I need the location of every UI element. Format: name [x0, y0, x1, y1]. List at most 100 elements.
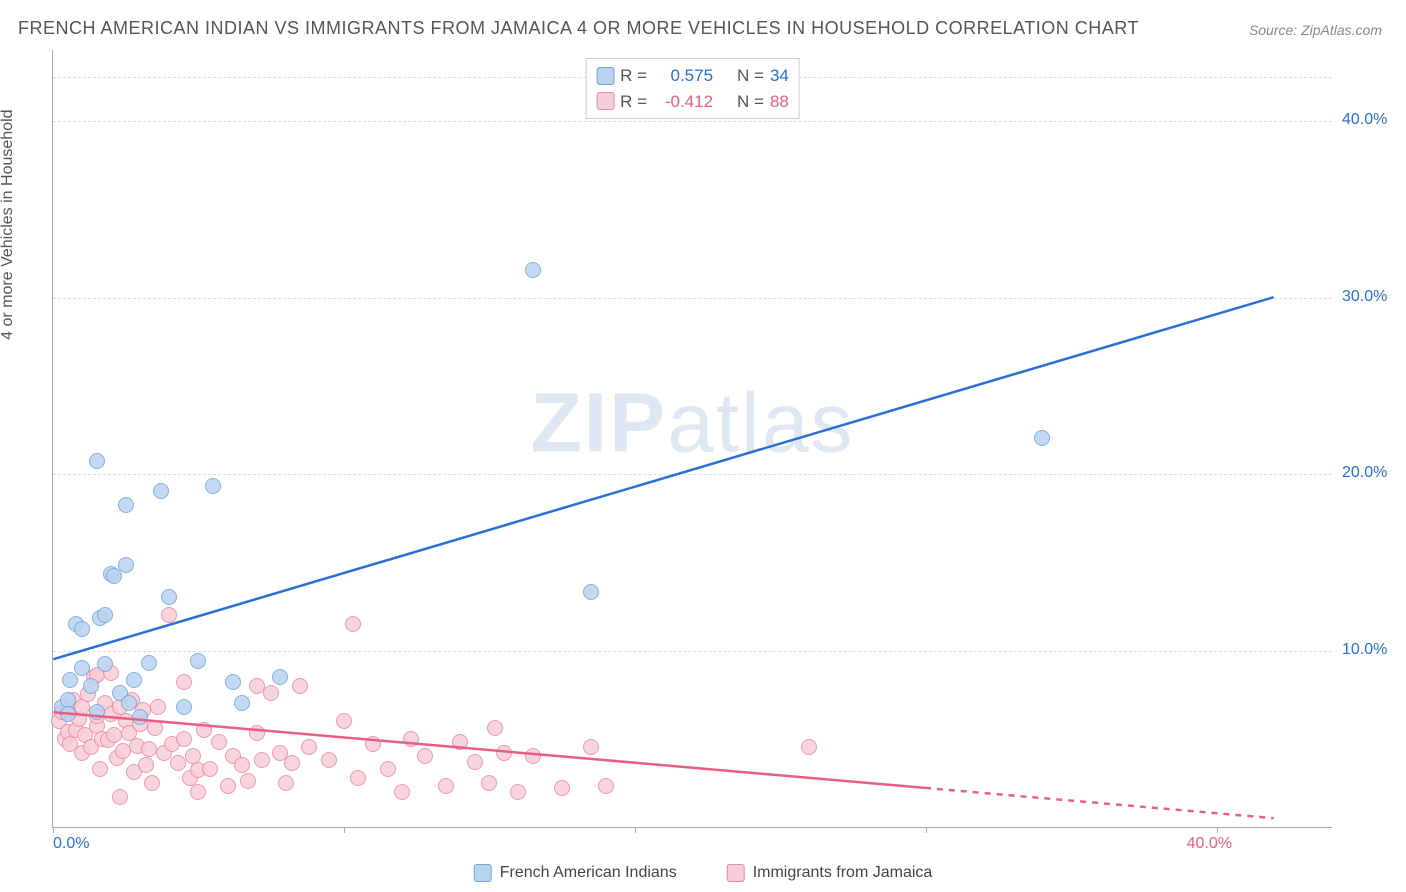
x-tick-mark	[1217, 827, 1218, 833]
scatter-point	[234, 695, 250, 711]
n-value: 34	[770, 63, 789, 89]
scatter-point	[176, 699, 192, 715]
x-tick-label: 0.0%	[53, 835, 89, 853]
scatter-point	[801, 739, 817, 755]
scatter-point	[583, 584, 599, 600]
legend-stats-row: R =-0.412 N =88	[596, 89, 789, 115]
scatter-point	[97, 607, 113, 623]
watermark-rest: atlas	[667, 375, 854, 469]
scatter-point	[74, 660, 90, 676]
x-tick-label: 40.0%	[1187, 835, 1232, 853]
n-label: N =	[737, 63, 764, 89]
scatter-point	[554, 780, 570, 796]
scatter-point	[525, 262, 541, 278]
scatter-point	[583, 739, 599, 755]
scatter-point	[112, 789, 128, 805]
legend-label: Immigrants from Jamaica	[753, 864, 933, 882]
legend-swatch	[596, 67, 614, 85]
scatter-point	[525, 748, 541, 764]
scatter-point	[345, 616, 361, 632]
scatter-point	[301, 739, 317, 755]
y-tick-label: 20.0%	[1342, 464, 1402, 482]
scatter-point	[176, 731, 192, 747]
scatter-point	[438, 778, 454, 794]
scatter-point	[83, 678, 99, 694]
scatter-point	[153, 483, 169, 499]
r-label: R =	[620, 63, 647, 89]
scatter-point	[97, 656, 113, 672]
scatter-point	[144, 775, 160, 791]
scatter-point	[202, 761, 218, 777]
scatter-point	[278, 775, 294, 791]
y-axis-label: 4 or more Vehicles in Household	[0, 109, 17, 339]
scatter-point	[89, 704, 105, 720]
r-value: -0.412	[653, 89, 713, 115]
scatter-point	[225, 674, 241, 690]
scatter-point	[467, 754, 483, 770]
scatter-point	[118, 557, 134, 573]
scatter-point	[380, 761, 396, 777]
y-tick-label: 10.0%	[1342, 641, 1402, 659]
scatter-point	[132, 709, 148, 725]
scatter-point	[196, 722, 212, 738]
scatter-point	[510, 784, 526, 800]
scatter-point	[161, 607, 177, 623]
watermark: ZIPatlas	[530, 374, 854, 471]
legend-stats-row: R =0.575 N =34	[596, 63, 789, 89]
scatter-point	[481, 775, 497, 791]
scatter-point	[272, 669, 288, 685]
scatter-point	[106, 727, 122, 743]
x-tick-mark	[344, 827, 345, 833]
scatter-point	[190, 653, 206, 669]
scatter-point	[126, 672, 142, 688]
x-tick-mark	[926, 827, 927, 833]
scatter-point	[284, 755, 300, 771]
scatter-point	[365, 736, 381, 752]
scatter-point	[138, 757, 154, 773]
n-label: N =	[737, 89, 764, 115]
scatter-point	[176, 674, 192, 690]
scatter-point	[234, 757, 250, 773]
scatter-point	[121, 695, 137, 711]
scatter-point	[161, 589, 177, 605]
scatter-point	[263, 685, 279, 701]
n-value: 88	[770, 89, 789, 115]
bottom-legend-item: French American Indians	[474, 864, 677, 882]
scatter-point	[89, 453, 105, 469]
y-tick-label: 30.0%	[1342, 288, 1402, 306]
scatter-point	[205, 478, 221, 494]
chart-title: FRENCH AMERICAN INDIAN VS IMMIGRANTS FRO…	[18, 18, 1139, 39]
scatter-point	[74, 621, 90, 637]
scatter-point	[496, 745, 512, 761]
grid-line	[53, 651, 1332, 652]
scatter-point	[1034, 430, 1050, 446]
scatter-point	[62, 672, 78, 688]
x-tick-mark	[635, 827, 636, 833]
scatter-point	[598, 778, 614, 794]
scatter-point	[220, 778, 236, 794]
plot-area: ZIPatlas R =0.575N =34R =-0.412N =88 10.…	[52, 50, 1332, 828]
scatter-point	[403, 731, 419, 747]
scatter-point	[452, 734, 468, 750]
grid-line	[53, 474, 1332, 475]
scatter-point	[394, 784, 410, 800]
r-label: R =	[620, 89, 647, 115]
scatter-point	[147, 720, 163, 736]
scatter-point	[211, 734, 227, 750]
scatter-point	[92, 761, 108, 777]
scatter-point	[60, 706, 76, 722]
scatter-point	[350, 770, 366, 786]
legend-stats-box: R =0.575 N =34 R =-0.412 N =88	[585, 58, 800, 119]
scatter-point	[321, 752, 337, 768]
bottom-legend: French American Indians Immigrants from J…	[474, 864, 933, 882]
scatter-point	[249, 725, 265, 741]
scatter-point	[336, 713, 352, 729]
scatter-point	[141, 655, 157, 671]
bottom-legend-item: Immigrants from Jamaica	[727, 864, 933, 882]
r-value: 0.575	[653, 63, 713, 89]
scatter-point	[487, 720, 503, 736]
x-tick-mark	[53, 827, 54, 833]
scatter-point	[254, 752, 270, 768]
scatter-point	[190, 784, 206, 800]
scatter-point	[417, 748, 433, 764]
